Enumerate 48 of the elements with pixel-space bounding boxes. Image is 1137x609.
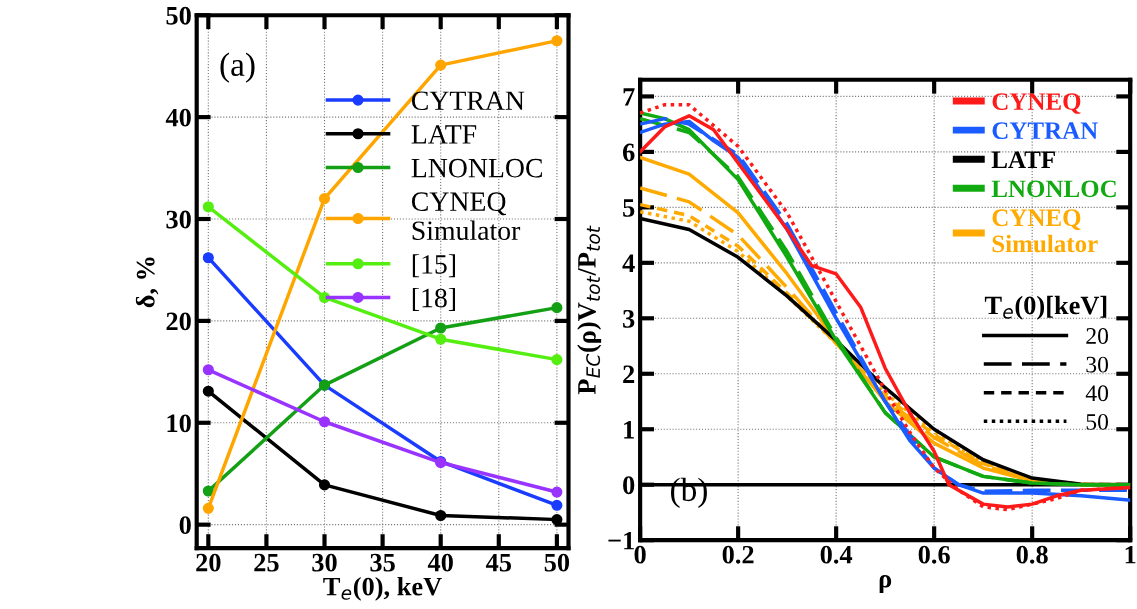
x-axis-title: ρ — [879, 574, 892, 593]
legend-label: CYTRAN — [992, 122, 1098, 140]
annotation: (a) — [220, 52, 255, 83]
y-tick-label: 0 — [179, 516, 191, 535]
y-tick-label: 4 — [622, 254, 635, 272]
y-tick-label: 50 — [166, 6, 191, 25]
y-tick-label: 20 — [166, 312, 191, 331]
annotation: 40 — [1085, 385, 1109, 402]
x-tick-label: 50 — [544, 553, 570, 572]
x-tick-label: 25 — [254, 553, 279, 572]
y-tick-label: −1 — [608, 531, 634, 550]
x-tick-label: 35 — [370, 553, 395, 572]
y-axis-title: P$_{EC}$(ρ)V$_{tot}$/P$_{tot}$ — [577, 225, 602, 395]
x-tick-label: 40 — [427, 553, 453, 572]
legend-label: [15] — [412, 254, 456, 278]
x-tick-label: 0.4 — [820, 545, 853, 564]
y-tick-label: 10 — [167, 414, 191, 433]
x-tick-label: 30 — [312, 553, 337, 572]
annotation: 50 — [1086, 413, 1109, 430]
x-tick-label: 0.6 — [918, 545, 950, 564]
annotation: 20 — [1086, 328, 1109, 344]
legend-title: T$_{e}$(0)[keV] — [984, 295, 1107, 320]
y-tick-label: 30 — [166, 210, 191, 229]
legend-label: LNONLOC — [991, 180, 1116, 198]
legend-label: CYTRAN — [411, 91, 525, 111]
x-tick-label: 45 — [485, 553, 512, 572]
x-axis-title: T$_{e}$(0), keV — [323, 576, 442, 601]
x-tick-label: 0.2 — [722, 545, 754, 564]
legend-label: LATF — [991, 151, 1055, 168]
legend-label: CYNEQ Simulator — [992, 209, 1098, 253]
legend-label: CYNEQ — [992, 93, 1081, 114]
x-tick-label: 0.8 — [1016, 545, 1048, 564]
legend-label: [18] — [412, 287, 456, 311]
y-tick-label: 40 — [165, 108, 191, 127]
y-tick-label: 5 — [623, 199, 635, 217]
legend-label: LATF — [411, 125, 477, 144]
x-tick-label: 1 — [1125, 545, 1136, 564]
y-tick-label: 1 — [624, 420, 634, 439]
legend-label: CYNEQ Simulator — [411, 192, 521, 241]
legend-label: LNONLOC — [411, 158, 542, 178]
y-tick-label: 7 — [623, 88, 635, 106]
y-tick-label: 2 — [623, 365, 635, 383]
y-tick-label: 0 — [623, 476, 635, 495]
y-axis-title: δ, % — [135, 257, 159, 308]
x-tick-label: 20 — [196, 553, 221, 572]
y-tick-label: 3 — [623, 309, 635, 328]
y-tick-label: 6 — [622, 143, 635, 162]
annotation: 30 — [1086, 356, 1109, 373]
